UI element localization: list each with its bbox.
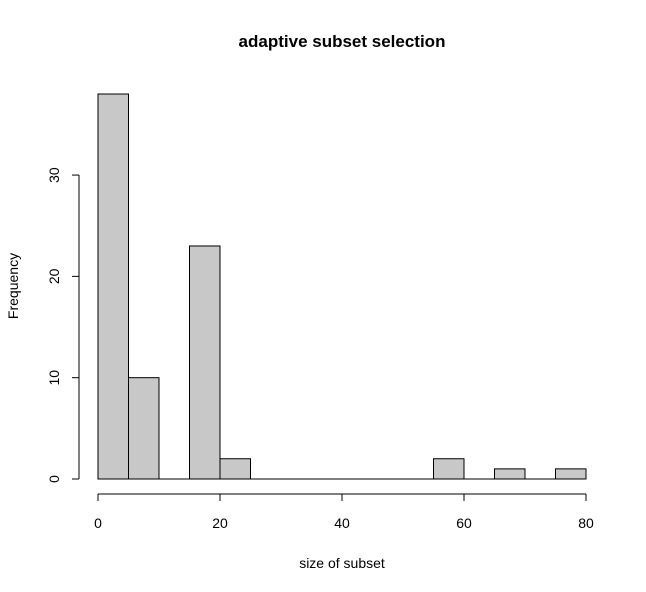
x-tick-label: 20 xyxy=(212,515,228,531)
histogram-bar xyxy=(128,377,160,480)
histogram-bar xyxy=(219,458,251,480)
y-tick-label: 20 xyxy=(46,268,62,284)
y-axis-label: Frequency xyxy=(5,253,21,319)
x-tick-label: 40 xyxy=(334,515,350,531)
histogram-bar xyxy=(97,93,129,480)
histogram-bar xyxy=(555,468,587,480)
y-tick-label: 10 xyxy=(46,370,62,386)
histogram-bar xyxy=(494,468,526,480)
x-axis-label: size of subset xyxy=(299,555,385,571)
x-axis: 0 20 40 60 80 xyxy=(94,493,594,531)
y-tick-label: 0 xyxy=(46,475,62,483)
y-axis: 0 10 20 30 xyxy=(46,167,80,483)
histogram-bar xyxy=(189,245,221,480)
x-tick-label: 60 xyxy=(456,515,472,531)
x-tick-label: 0 xyxy=(94,515,102,531)
bars-group xyxy=(97,93,587,480)
chart-title: adaptive subset selection xyxy=(239,32,446,51)
x-tick-label: 80 xyxy=(578,515,594,531)
y-tick-label: 30 xyxy=(46,167,62,183)
histogram-bar xyxy=(433,458,465,480)
